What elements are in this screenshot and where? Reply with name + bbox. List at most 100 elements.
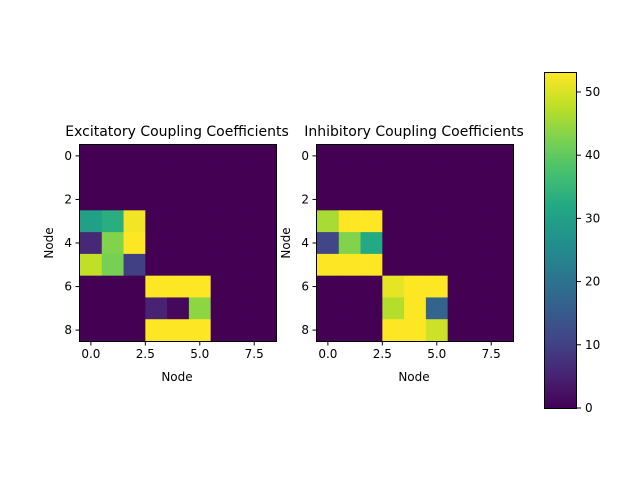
excitatory-cell-r4-c8 — [254, 232, 277, 255]
excitatory-cell-r3-c2 — [123, 210, 146, 233]
inhibitory-cell-r2-c5 — [425, 188, 449, 211]
excitatory-cell-r5-c2 — [123, 253, 146, 277]
excitatory-xtick-label: 0.0 — [81, 347, 100, 361]
inhibitory-cell-r6-c3 — [382, 275, 405, 298]
inhibitory-heatmap: Inhibitory Coupling Coefficients 0.0 2.5 5… — [279, 124, 524, 384]
excitatory-cell-r3-c8 — [254, 210, 277, 233]
excitatory-cell-r0-c4 — [167, 145, 190, 168]
inhibitory-cell-r6-c7 — [469, 275, 492, 298]
excitatory-cell-r6-c3 — [145, 275, 168, 298]
inhibitory-cell-r2-c7 — [469, 188, 492, 211]
excitatory-cell-r0-c2 — [123, 145, 146, 168]
excitatory-cell-r8-c2 — [123, 319, 146, 342]
colorbar-tick-label: 10 — [585, 338, 600, 352]
inhibitory-cell-r8-c5 — [425, 319, 449, 342]
excitatory-cell-r3-c6 — [210, 210, 233, 233]
inhibitory-title: Inhibitory Coupling Coefficients — [304, 124, 524, 140]
inhibitory-ytick-label: 0 — [301, 149, 309, 163]
excitatory-cell-r4-c5 — [188, 232, 212, 255]
excitatory-cell-r5-c8 — [254, 253, 277, 277]
inhibitory-cell-r6-c8 — [491, 275, 514, 298]
inhibitory-cell-r5-c3 — [382, 253, 405, 277]
excitatory-cell-r2-c3 — [145, 188, 168, 211]
excitatory-cell-r7-c4 — [167, 297, 190, 320]
inhibitory-cell-r2-c8 — [491, 188, 514, 211]
inhibitory-cell-r8-c0 — [317, 319, 340, 342]
inhibitory-cell-r4-c8 — [491, 232, 514, 255]
inhibitory-cell-r0-c8 — [491, 145, 514, 168]
excitatory-xtick-label: 2.5 — [136, 347, 155, 361]
inhibitory-x-ticks: 0.0 2.5 5.0 7.5 — [318, 341, 501, 361]
inhibitory-cell-r3-c4 — [404, 210, 427, 233]
inhibitory-cell-r8-c7 — [469, 319, 492, 342]
excitatory-cell-r2-c6 — [210, 188, 233, 211]
excitatory-cell-r0-c5 — [188, 145, 212, 168]
inhibitory-cell-r5-c7 — [469, 253, 492, 277]
excitatory-cell-r6-c5 — [188, 275, 212, 298]
excitatory-cell-r3-c4 — [167, 210, 190, 233]
excitatory-cell-r1-c1 — [101, 166, 124, 189]
excitatory-cell-r4-c4 — [167, 232, 190, 255]
inhibitory-cell-r3-c3 — [382, 210, 405, 233]
inhibitory-cell-r7-c3 — [382, 297, 405, 320]
inhibitory-cell-r5-c5 — [425, 253, 449, 277]
excitatory-cell-r4-c1 — [101, 232, 124, 255]
inhibitory-cell-r0-c1 — [338, 145, 361, 168]
inhibitory-cell-r4-c0 — [317, 232, 340, 255]
excitatory-y-ticks: 0 2 4 6 8 — [64, 149, 80, 337]
excitatory-cell-r7-c2 — [123, 297, 146, 320]
excitatory-cell-r8-c8 — [254, 319, 277, 342]
inhibitory-cell-r2-c0 — [317, 188, 340, 211]
excitatory-cell-r1-c6 — [210, 166, 233, 189]
inhibitory-cell-r7-c5 — [425, 297, 449, 320]
inhibitory-cell-r1-c1 — [338, 166, 361, 189]
excitatory-cell-r1-c7 — [232, 166, 255, 189]
excitatory-cell-r0-c7 — [232, 145, 255, 168]
inhibitory-cell-r3-c2 — [360, 210, 383, 233]
excitatory-cell-r1-c8 — [254, 166, 277, 189]
excitatory-xtick-label: 7.5 — [245, 347, 264, 361]
excitatory-cell-r8-c5 — [188, 319, 212, 342]
inhibitory-cell-r5-c8 — [491, 253, 514, 277]
inhibitory-cell-r8-c2 — [360, 319, 383, 342]
excitatory-ytick-label: 8 — [64, 323, 72, 337]
inhibitory-cell-r8-c8 — [491, 319, 514, 342]
inhibitory-cell-r0-c3 — [382, 145, 405, 168]
inhibitory-cell-r1-c8 — [491, 166, 514, 189]
inhibitory-cell-r2-c6 — [447, 188, 470, 211]
inhibitory-cell-r3-c0 — [317, 210, 340, 233]
inhibitory-ytick-label: 8 — [301, 323, 309, 337]
inhibitory-xtick-label: 2.5 — [373, 347, 392, 361]
inhibitory-cell-r8-c4 — [404, 319, 427, 342]
excitatory-cell-r5-c7 — [232, 253, 255, 277]
inhibitory-xlabel: Node — [398, 370, 429, 384]
inhibitory-cell-r2-c4 — [404, 188, 427, 211]
inhibitory-cell-r8-c6 — [447, 319, 470, 342]
excitatory-cell-r5-c5 — [188, 253, 212, 277]
excitatory-cell-r7-c8 — [254, 297, 277, 320]
inhibitory-cell-r2-c1 — [338, 188, 361, 211]
colorbar-tick-label: 0 — [585, 401, 593, 415]
inhibitory-cell-r2-c2 — [360, 188, 383, 211]
excitatory-cell-r1-c2 — [123, 166, 146, 189]
excitatory-x-ticks: 0.0 2.5 5.0 7.5 — [81, 341, 264, 361]
excitatory-cell-r5-c4 — [167, 253, 190, 277]
excitatory-cell-r2-c2 — [123, 188, 146, 211]
inhibitory-cell-r6-c6 — [447, 275, 470, 298]
inhibitory-cell-r6-c0 — [317, 275, 340, 298]
inhibitory-cell-r6-c2 — [360, 275, 383, 298]
excitatory-cell-r0-c3 — [145, 145, 168, 168]
excitatory-cell-r1-c5 — [188, 166, 212, 189]
excitatory-title: Excitatory Coupling Coefficients — [65, 124, 289, 140]
inhibitory-cell-r7-c4 — [404, 297, 427, 320]
inhibitory-cell-r5-c6 — [447, 253, 470, 277]
excitatory-cell-r5-c0 — [80, 253, 103, 277]
excitatory-cell-r2-c4 — [167, 188, 190, 211]
inhibitory-cell-r7-c6 — [447, 297, 470, 320]
inhibitory-cell-r3-c7 — [469, 210, 492, 233]
excitatory-cell-r6-c8 — [254, 275, 277, 298]
colorbar-tick-label: 20 — [585, 275, 600, 289]
excitatory-cell-r6-c2 — [123, 275, 146, 298]
excitatory-cell-r8-c7 — [232, 319, 255, 342]
